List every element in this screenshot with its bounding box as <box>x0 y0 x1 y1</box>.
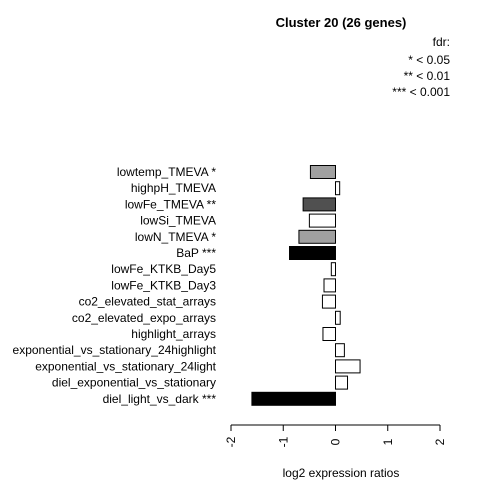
x-tick-label: 1 <box>381 438 395 445</box>
category-label: co2_elevated_expo_arrays <box>72 311 216 325</box>
category-label: lowFe_TMEVA ** <box>125 197 216 211</box>
bar <box>335 343 345 358</box>
category-label: exponential_vs_stationary_24highlight <box>13 343 217 357</box>
x-tick-label: 0 <box>329 438 343 445</box>
bar <box>322 327 336 341</box>
bar <box>302 197 337 212</box>
bars <box>251 165 361 406</box>
category-label: exponential_vs_stationary_24light <box>35 359 216 373</box>
x-tick-label: -2 <box>224 436 238 447</box>
legend-entry: *** < 0.001 <box>392 85 450 99</box>
legend: fdr: * < 0.05 ** < 0.01 *** < 0.001 <box>392 35 450 99</box>
bar <box>309 165 337 179</box>
category-label: lowN_TMEVA * <box>135 230 216 244</box>
bar <box>335 310 341 325</box>
x-tick-label: -1 <box>276 436 290 447</box>
bar <box>335 181 341 196</box>
category-label: BaP *** <box>176 246 216 260</box>
legend-title: fdr: <box>433 35 450 49</box>
chart-title: Cluster 20 (26 genes) <box>276 15 407 30</box>
bar <box>251 391 336 406</box>
bar <box>308 213 336 228</box>
bar <box>321 294 336 309</box>
category-label: highpH_TMEVA <box>131 181 216 195</box>
x-axis-label: log2 expression ratios <box>283 466 400 480</box>
legend-entry: ** < 0.01 <box>404 69 451 83</box>
category-label: lowFe_KTKB_Day3 <box>111 278 216 292</box>
bar <box>289 246 336 260</box>
x-axis: -2 -1 0 1 2 <box>224 424 447 447</box>
category-label: lowSi_TMEVA <box>140 214 216 228</box>
category-label: lowtemp_TMEVA * <box>117 165 216 179</box>
category-label: diel_light_vs_dark *** <box>103 392 217 406</box>
category-label: lowFe_KTKB_Day5 <box>111 262 216 276</box>
bar <box>335 375 349 390</box>
bar <box>298 229 336 244</box>
category-label: co2_elevated_stat_arrays <box>79 295 216 309</box>
bar <box>335 359 361 374</box>
bar <box>330 262 337 277</box>
category-labels: lowtemp_TMEVA * highpH_TMEVA lowFe_TMEVA *… <box>13 165 217 406</box>
legend-entry: * < 0.05 <box>408 53 450 67</box>
category-label: highlight_arrays <box>131 327 216 341</box>
x-tick-label: 2 <box>433 438 447 445</box>
category-label: diel_exponential_vs_stationary <box>52 376 216 390</box>
bar <box>323 278 337 293</box>
